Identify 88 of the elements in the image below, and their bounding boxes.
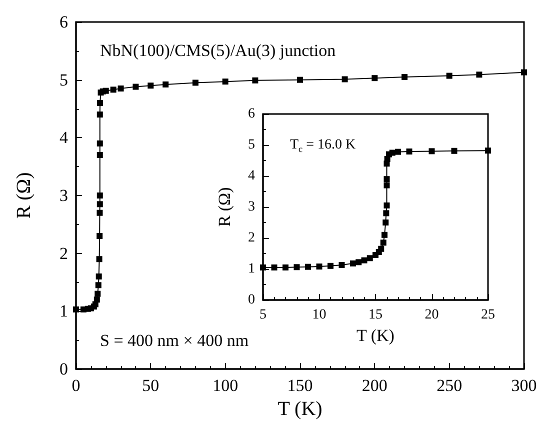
annotation: NbN(100)/CMS(5)/Au(3) junction [100, 41, 336, 60]
point [96, 210, 103, 216]
point [521, 69, 527, 76]
point [361, 257, 368, 264]
point [294, 264, 300, 270]
x-tick-label: 15 [368, 308, 382, 322]
point [378, 246, 384, 252]
point [96, 192, 103, 198]
point [366, 255, 373, 262]
x-tick-label: 250 [436, 376, 462, 395]
point [297, 76, 303, 83]
point [328, 262, 334, 269]
point [350, 260, 356, 266]
y-tick-label: 6 [248, 106, 255, 122]
point [94, 296, 100, 303]
point [260, 264, 266, 270]
point [384, 176, 390, 182]
point [485, 148, 491, 154]
y-axis-title: R (Ω) [13, 172, 35, 219]
x-axis-title: T (K) [356, 326, 394, 345]
point [380, 240, 386, 246]
y-tick-label: 1 [60, 302, 68, 321]
point [192, 80, 198, 86]
x-tick-label: 20 [424, 308, 439, 322]
point [132, 84, 139, 90]
y-tick-label: 5 [248, 138, 255, 152]
point [252, 77, 258, 84]
annotation: S = 400 nm × 400 nm [100, 331, 249, 350]
y-tick-label: 4 [248, 168, 255, 184]
point [95, 282, 102, 288]
point [222, 78, 228, 85]
x-tick-label: 50 [142, 376, 160, 395]
point [383, 210, 390, 216]
point [97, 100, 104, 106]
point [342, 76, 348, 82]
point [389, 150, 396, 156]
point [384, 182, 390, 188]
point [96, 201, 103, 208]
point [451, 148, 458, 154]
y-axis-title: R (Ω) [215, 187, 234, 227]
point [305, 264, 311, 270]
y-tick-label: 0 [60, 360, 68, 378]
point [118, 86, 124, 92]
point [406, 148, 412, 155]
y-tick-label: 2 [248, 230, 255, 246]
point [282, 264, 288, 270]
point [271, 264, 278, 270]
point [96, 140, 103, 146]
x-tick-label: 300 [511, 376, 537, 395]
x-tick-label: 150 [287, 376, 313, 395]
y-tick-label: 4 [60, 128, 68, 148]
point [428, 148, 435, 154]
y-tick-label: 3 [60, 186, 68, 205]
y-tick-label: 1 [248, 262, 255, 276]
point [382, 220, 389, 226]
point [110, 86, 116, 93]
point [356, 259, 362, 266]
y-tick-label: 5 [60, 70, 68, 90]
point [96, 256, 102, 262]
point [476, 72, 482, 78]
point [96, 112, 103, 118]
point [395, 148, 401, 155]
x-tick-label: 100 [212, 376, 238, 395]
x-tick-label: 200 [362, 376, 388, 395]
y-tick-label: 2 [60, 244, 68, 263]
point [96, 152, 103, 158]
point [338, 262, 345, 268]
x-axis-title: T (K) [278, 398, 322, 420]
x-tick-label: 10 [312, 308, 326, 322]
point [162, 81, 169, 88]
point [96, 232, 103, 239]
point [372, 75, 378, 82]
y-tick-label: 6 [60, 12, 68, 32]
y-tick-label: 0 [248, 292, 255, 308]
point [446, 72, 452, 79]
point [316, 264, 322, 270]
y-tick-label: 3 [248, 200, 255, 214]
point [94, 290, 101, 297]
point [73, 306, 79, 312]
point [384, 202, 390, 208]
point [102, 88, 109, 94]
x-tick-label: 0 [72, 376, 80, 395]
point [148, 82, 154, 89]
point [96, 273, 102, 280]
x-tick-label: 5 [260, 308, 266, 322]
x-tick-label: 25 [481, 308, 495, 322]
point [382, 232, 388, 238]
point [402, 74, 408, 80]
